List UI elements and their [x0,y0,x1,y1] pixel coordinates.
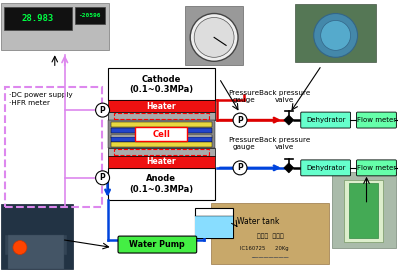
Text: P: P [100,173,106,182]
Circle shape [13,241,27,254]
Bar [295,4,376,62]
Bar [108,148,215,156]
Text: Cathode
(0.1~0.3MPa): Cathode (0.1~0.3MPa) [129,75,194,94]
Text: 工業用  精製水: 工業用 精製水 [256,234,283,239]
FancyBboxPatch shape [356,160,396,176]
Bar [185,5,243,65]
Bar [114,149,209,155]
Bar [5,235,67,254]
Circle shape [314,13,358,57]
Text: Water Pump: Water Pump [130,240,185,249]
Bar [332,172,396,248]
Polygon shape [284,115,294,125]
Polygon shape [284,163,294,173]
Circle shape [194,17,234,57]
Text: Back pressure
valve: Back pressure valve [259,90,310,103]
Circle shape [96,171,110,185]
Text: Dehydrator: Dehydrator [306,117,346,123]
Text: P: P [100,106,106,115]
FancyBboxPatch shape [356,112,396,128]
Bar [1,204,73,269]
Bar [108,156,215,168]
Text: Heater: Heater [146,158,176,167]
Text: P: P [237,163,243,172]
Bar [211,203,329,265]
FancyBboxPatch shape [301,112,350,128]
Circle shape [233,161,247,175]
Bar [195,216,233,238]
Bar [1,2,108,50]
Text: Anode
(0.1~0.3MPa): Anode (0.1~0.3MPa) [129,174,194,194]
Bar [195,208,233,238]
Text: ·HFR meter: ·HFR meter [9,100,50,106]
Text: 28.983: 28.983 [22,14,54,23]
Text: Cell: Cell [152,129,170,138]
Bar [110,128,212,133]
Bar [5,87,102,207]
Text: Water tank: Water tank [237,217,280,226]
Text: Back pressure
valve: Back pressure valve [259,137,310,150]
Circle shape [96,103,110,117]
Bar [8,235,64,269]
Text: Pressure
gauge: Pressure gauge [228,90,260,103]
Bar [108,120,215,148]
Circle shape [190,13,238,61]
Bar [110,135,212,138]
Text: Flow meter: Flow meter [357,117,396,123]
Circle shape [233,113,247,127]
Bar [75,7,104,25]
Circle shape [321,20,350,50]
Text: ·DC power supply: ·DC power supply [9,92,72,98]
Bar [108,100,215,112]
Bar [348,183,378,238]
Bar [344,180,384,242]
Text: -20596: -20596 [78,13,101,18]
Text: Dehydrator: Dehydrator [306,165,346,171]
Text: Flow meter: Flow meter [357,165,396,171]
Text: ━━━━━━━━━━━━━━━: ━━━━━━━━━━━━━━━ [251,256,289,260]
Bar [108,112,215,120]
Bar [108,168,215,200]
Text: IC160725      20Kg: IC160725 20Kg [240,246,288,251]
Text: Heater: Heater [146,102,176,111]
FancyBboxPatch shape [301,160,350,176]
Bar [108,68,215,100]
Bar [110,122,212,127]
Text: Pressure
gauge: Pressure gauge [228,137,260,150]
Bar [136,127,187,141]
Bar [114,113,209,119]
Bar [110,142,212,147]
FancyBboxPatch shape [118,236,197,253]
Bar [4,7,72,30]
Text: P: P [237,115,243,124]
Bar [110,137,212,142]
